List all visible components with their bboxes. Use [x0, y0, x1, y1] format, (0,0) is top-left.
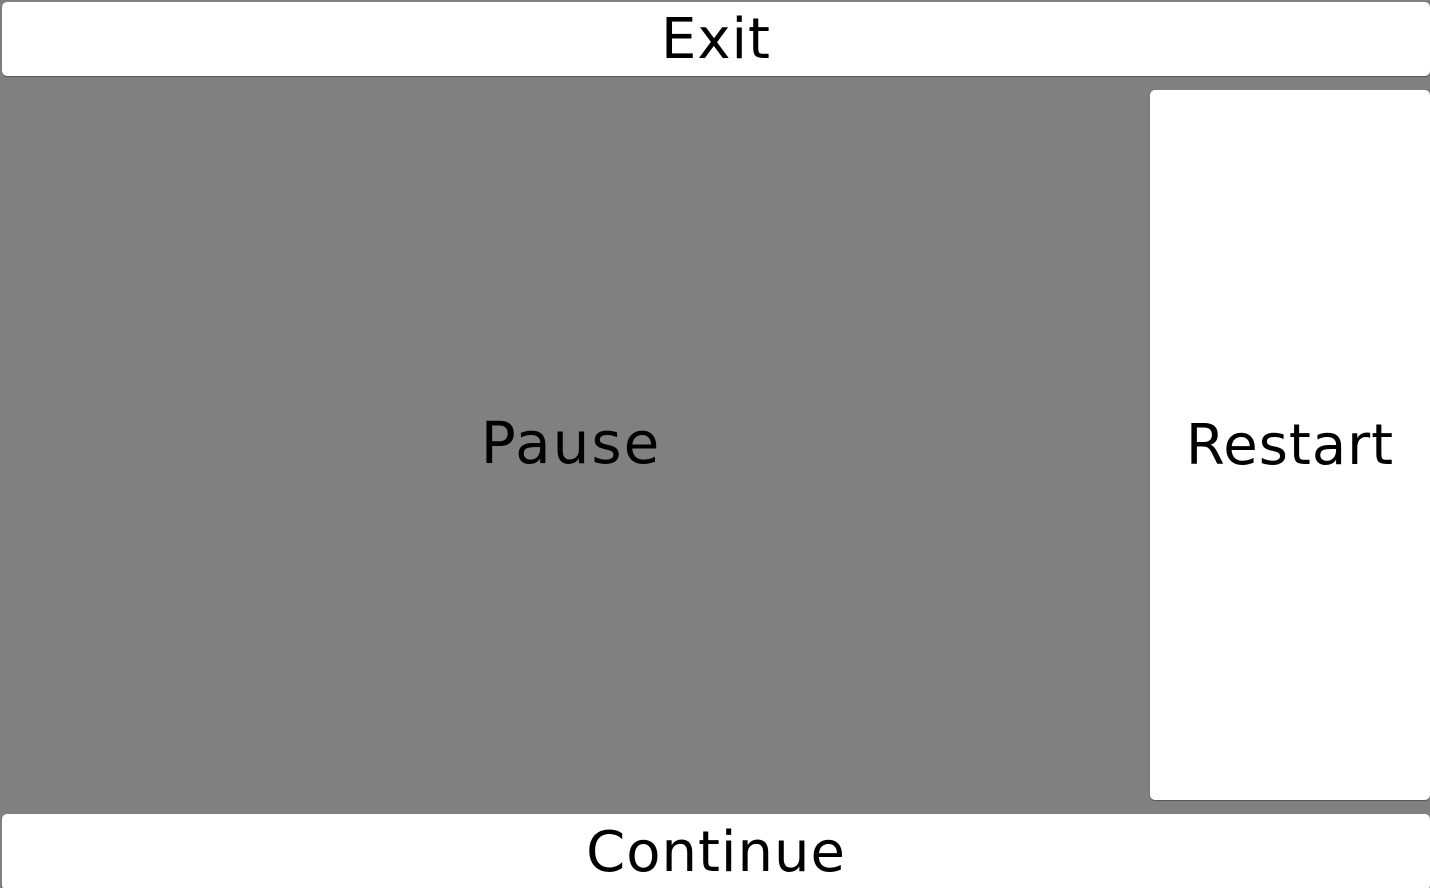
continue-button[interactable]: Continue	[2, 814, 1430, 888]
pause-title: Pause	[480, 409, 662, 477]
restart-button[interactable]: Restart	[1150, 90, 1430, 800]
pause-area: Pause	[0, 76, 1146, 814]
exit-button[interactable]: Exit	[2, 2, 1430, 76]
